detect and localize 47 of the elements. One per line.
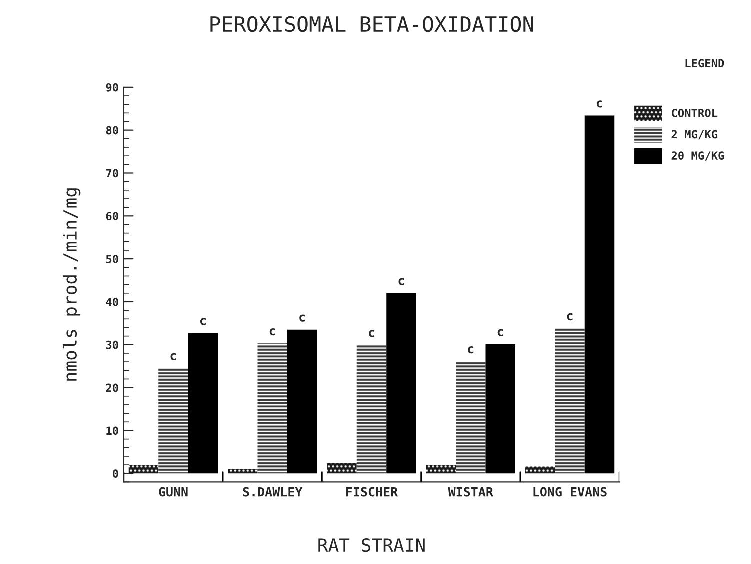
data-label: c (270, 328, 276, 336)
x-tick-label: WISTAR (448, 487, 494, 497)
x-tick-label: FISCHER (346, 487, 398, 497)
y-tick-label: 30 (106, 340, 118, 350)
data-label: c (300, 314, 306, 322)
y-tick-label: 0 (113, 470, 118, 478)
legend-label: CONTROL (672, 109, 718, 118)
bar (228, 469, 258, 474)
x-tick-label: GUNN (159, 487, 188, 497)
y-tick-label: 40 (106, 298, 118, 306)
y-axis-title: nmols prod./min/mg (62, 188, 81, 381)
legend-label: 2 MG/KG (672, 130, 718, 140)
y-tick-label: 70 (106, 169, 118, 178)
bar (525, 466, 556, 474)
data-label: c (369, 330, 374, 338)
data-label: c (498, 329, 504, 336)
y-tick-label: 90 (106, 83, 118, 92)
y-tick-label: 50 (106, 255, 118, 264)
data-label: c (597, 100, 602, 108)
data-label: c (468, 346, 474, 354)
bar (158, 368, 188, 474)
bar (327, 463, 357, 474)
y-tick-label: 80 (106, 126, 118, 135)
y-tick-label: 20 (106, 384, 118, 392)
chart-title: PEROXISOMAL BETA-OXIDATION (210, 16, 534, 32)
bar (386, 293, 416, 474)
x-tick-label: S.DAWLEY (243, 487, 303, 497)
y-tick-label: 10 (106, 426, 118, 436)
bar (356, 345, 387, 474)
x-axis-title: RAT STRAIN (318, 538, 425, 552)
bar (555, 328, 585, 474)
bar (486, 344, 516, 474)
x-tick-label: LONG EVANS (534, 487, 607, 497)
legend-title: LEGEND (686, 59, 724, 68)
data-label: c (200, 318, 206, 326)
bar (128, 465, 159, 474)
bar (426, 465, 456, 474)
y-tick-label: 60 (106, 212, 118, 221)
legend-label: 20 MG/KG (672, 152, 724, 161)
bar (584, 116, 615, 474)
bar (258, 344, 288, 474)
bar (287, 330, 318, 474)
data-label: c (398, 278, 404, 286)
bar (456, 362, 486, 474)
data-label: c (170, 353, 176, 361)
bar (188, 333, 218, 474)
data-label: c (567, 313, 573, 321)
